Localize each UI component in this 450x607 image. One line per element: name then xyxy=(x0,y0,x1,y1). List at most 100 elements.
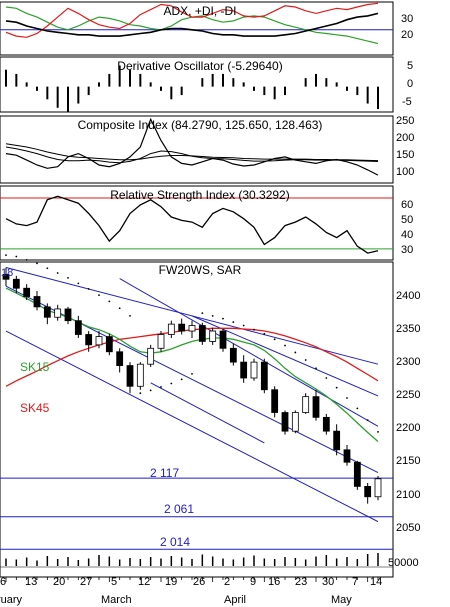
x-tick-23: 23 xyxy=(295,576,307,588)
support-label-2117: 2 117 xyxy=(150,466,179,480)
candle-body xyxy=(229,347,237,363)
plus-di-line xyxy=(5,2,379,38)
candle-body xyxy=(157,334,165,349)
adx-y-tick-30: 30 xyxy=(401,13,413,25)
x-tick-19: 19 xyxy=(165,576,177,588)
price-y-tick-2100: 2100 xyxy=(396,489,420,501)
ci-y-tick-100: 100 xyxy=(396,166,414,178)
sar-dot xyxy=(315,367,317,370)
sar-dot xyxy=(222,317,224,320)
sar-dot xyxy=(180,378,183,381)
ci-y-tick-250: 250 xyxy=(396,115,414,127)
sar-dot xyxy=(46,267,49,270)
sar-dot xyxy=(56,272,59,274)
x-tick-12: 12 xyxy=(138,576,150,588)
sar-dot xyxy=(366,419,369,422)
candle-body xyxy=(312,396,320,418)
candle-body xyxy=(188,325,196,332)
derivative-oscillator-frame xyxy=(0,56,394,113)
sar-dot xyxy=(129,314,131,317)
ci-y-tick-200: 200 xyxy=(396,132,414,144)
candle-body xyxy=(105,336,113,353)
rsi-title: Relative Strength Index (30.3292) xyxy=(110,188,289,202)
candle-body xyxy=(240,361,248,379)
candle-body xyxy=(343,449,351,463)
sar-dot xyxy=(77,282,80,285)
rsi-panel-frame xyxy=(0,185,394,261)
sar-dot xyxy=(87,288,90,290)
candle-body xyxy=(85,334,93,346)
candle-body xyxy=(126,365,134,387)
candle-body xyxy=(23,287,31,297)
price-y-tick-2200: 2200 xyxy=(396,422,420,434)
month-label-may: May xyxy=(331,594,352,606)
x-tick-20: 20 xyxy=(53,576,65,588)
candle-body xyxy=(364,486,372,498)
candle-body xyxy=(116,351,124,366)
x-tick-9: 9 xyxy=(250,576,256,588)
candle-body xyxy=(198,325,206,342)
candle-body xyxy=(136,363,144,387)
price-y-tick-2300: 2300 xyxy=(396,356,420,368)
sar-dot xyxy=(118,307,121,310)
candle-body xyxy=(167,323,175,335)
sar-dot xyxy=(377,430,379,433)
sar-dot xyxy=(67,276,69,279)
candle-body xyxy=(2,274,10,280)
candle-body xyxy=(12,278,20,289)
rsi-y-tick-40: 40 xyxy=(401,229,413,241)
price-panel-frame xyxy=(0,261,394,578)
trendline xyxy=(119,278,379,427)
candle-body xyxy=(178,323,186,332)
x-tick-14: 14 xyxy=(370,576,382,588)
price-y-tick-2150: 2150 xyxy=(396,455,420,467)
sar-dot xyxy=(346,397,348,399)
month-label-march: March xyxy=(101,594,132,606)
volume-y-tick-50000: 50000 xyxy=(388,557,419,569)
candle-body xyxy=(74,320,82,335)
support-label-2061: 2 061 xyxy=(164,502,194,516)
sar-dot xyxy=(335,386,338,389)
sar-dot xyxy=(294,351,297,354)
price-y-tick-2400: 2400 xyxy=(396,290,420,302)
x-tick-5: 5 xyxy=(111,576,117,588)
rsi-line xyxy=(5,195,379,254)
candle-body xyxy=(147,347,155,365)
sar-dot xyxy=(25,259,28,261)
adx-line xyxy=(5,12,379,37)
sar-dot xyxy=(356,407,359,410)
x-tick-6: 6 xyxy=(0,576,6,588)
candle-body xyxy=(353,461,361,487)
trendline xyxy=(5,330,379,523)
sar-dot xyxy=(325,377,328,379)
candle-body xyxy=(219,330,227,349)
x-tick-16: 16 xyxy=(268,576,280,588)
candle-body xyxy=(291,412,299,432)
sar-dot xyxy=(108,300,111,303)
candle-body xyxy=(209,330,217,342)
composite-index-line xyxy=(5,117,379,176)
adx-panel-frame xyxy=(0,1,394,56)
price-y-tick-2250: 2250 xyxy=(396,389,420,401)
adx-panel-title: ADX, +DI, -DI xyxy=(163,4,236,18)
sar-dot xyxy=(170,382,173,385)
price-y-tick-2050: 2050 xyxy=(396,522,420,534)
trendline xyxy=(150,382,265,444)
composite-index-frame xyxy=(0,115,394,184)
derivative-oscillator-title: Derivative Oscillator (-5.29640) xyxy=(117,59,282,73)
composite-index-title: Composite Index (84.2790, 125.650, 128.4… xyxy=(78,118,323,132)
rsi-y-tick-30: 30 xyxy=(401,244,413,256)
candle-body xyxy=(54,308,62,318)
price-panel-title: FW20WS, SAR xyxy=(159,263,242,277)
sar-dot xyxy=(263,332,266,335)
x-tick-2: 2 xyxy=(224,576,230,588)
sar-dot xyxy=(284,344,286,347)
sar-dot xyxy=(201,312,204,314)
month-label-april: April xyxy=(224,594,246,606)
dosc-y-tick-5: 5 xyxy=(407,60,413,72)
sar-dot xyxy=(5,254,7,256)
candle-body xyxy=(260,361,268,391)
month-label-february: February xyxy=(0,594,23,606)
sar-dot xyxy=(149,389,152,392)
sar-dot xyxy=(232,321,235,323)
